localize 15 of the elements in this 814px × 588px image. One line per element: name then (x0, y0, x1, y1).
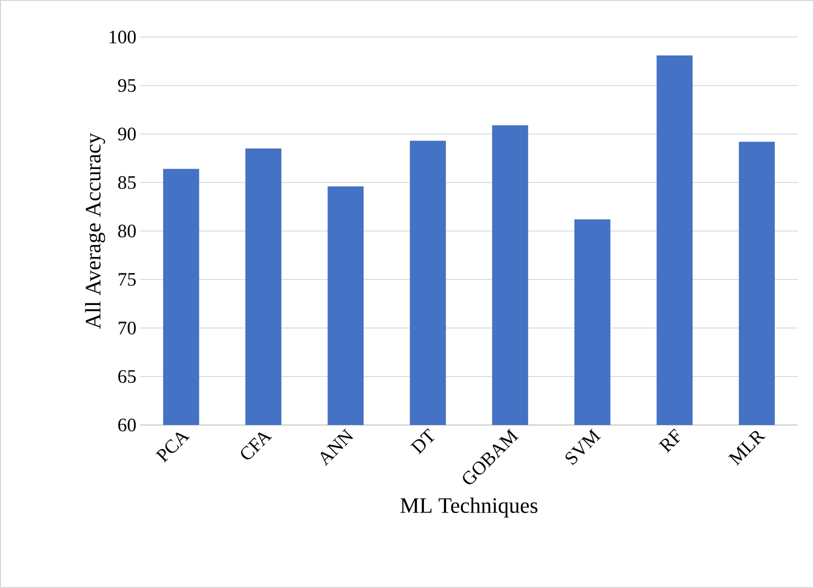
x-axis-title: ML Techniques (400, 498, 538, 518)
y-tick-label: 90 (118, 128, 136, 140)
x-tick-label: PCA (155, 432, 190, 463)
y-tick-label: 65 (118, 370, 136, 383)
x-tick-label: CFA (241, 432, 272, 460)
y-tick-label: 95 (118, 79, 136, 92)
y-tick-label: 60 (118, 418, 136, 432)
x-tick-label: RF (658, 428, 680, 453)
x-tick-label: DT (410, 428, 435, 454)
y-axis-title: All Average Accuracy (85, 132, 106, 329)
y-tick-label: 100 (110, 30, 136, 44)
y-tick-label: 85 (118, 176, 136, 189)
y-tick-label: 70 (118, 322, 136, 334)
y-tick-label: 75 (118, 273, 136, 286)
y-tick-label: 80 (118, 224, 136, 238)
